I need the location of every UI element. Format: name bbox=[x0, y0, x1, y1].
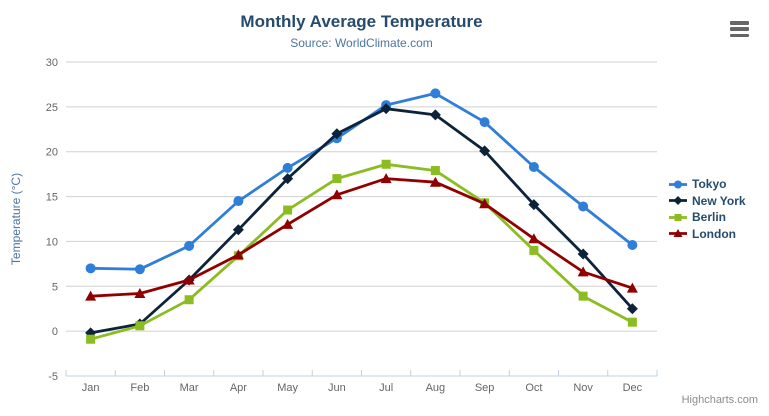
legend-item-london[interactable]: London bbox=[669, 226, 746, 243]
data-point-marker[interactable] bbox=[528, 233, 540, 244]
legend-label: London bbox=[692, 226, 736, 241]
data-point-marker[interactable] bbox=[232, 249, 244, 260]
data-point-marker[interactable] bbox=[233, 196, 244, 207]
series-new-york bbox=[85, 103, 638, 339]
data-point-marker[interactable] bbox=[331, 189, 343, 200]
gridlines bbox=[66, 61, 657, 377]
data-point-marker[interactable] bbox=[430, 88, 441, 99]
xaxis-tick-label: Apr bbox=[230, 382, 247, 394]
data-point-marker[interactable] bbox=[429, 109, 441, 121]
data-point-marker[interactable] bbox=[626, 282, 638, 293]
data-point-marker[interactable] bbox=[578, 291, 588, 301]
data-point-marker[interactable] bbox=[85, 290, 97, 301]
series-line[interactable] bbox=[89, 177, 634, 298]
yaxis-tick-label: 10 bbox=[46, 236, 58, 248]
series-tokyo bbox=[85, 88, 638, 275]
data-point-marker bbox=[674, 180, 682, 189]
data-point-marker[interactable] bbox=[134, 287, 146, 298]
data-point-marker[interactable] bbox=[381, 159, 391, 169]
legend-label: Tokyo bbox=[692, 177, 727, 192]
legend-label: New York bbox=[692, 193, 746, 208]
data-point-marker[interactable] bbox=[577, 248, 589, 260]
data-point-marker[interactable] bbox=[479, 198, 491, 209]
credits-link[interactable]: Highcharts.com bbox=[681, 394, 758, 406]
chart-subtitle: Source: WorldClimate.com bbox=[290, 36, 433, 50]
data-point-marker bbox=[674, 213, 682, 221]
yaxis-tick-label: 30 bbox=[46, 57, 58, 69]
xaxis-tick-label: Jun bbox=[328, 382, 346, 394]
data-point-marker[interactable] bbox=[86, 334, 96, 344]
legend-marker-diamond-icon bbox=[669, 196, 687, 206]
data-point-marker[interactable] bbox=[134, 264, 145, 275]
data-point-marker[interactable] bbox=[85, 263, 96, 274]
data-point-marker[interactable] bbox=[528, 199, 540, 211]
legend-label: Berlin bbox=[692, 210, 727, 225]
xaxis-tick-label: Jul bbox=[379, 382, 393, 394]
data-point-marker[interactable] bbox=[232, 224, 244, 236]
legend-marker-square-icon bbox=[669, 213, 687, 221]
yaxis-tick-label: 25 bbox=[46, 102, 58, 114]
data-point-marker[interactable] bbox=[282, 218, 294, 229]
series-line[interactable] bbox=[89, 162, 634, 341]
data-point-marker[interactable] bbox=[331, 128, 343, 140]
data-point-marker[interactable] bbox=[184, 240, 195, 251]
legend-marker-circle-icon bbox=[669, 180, 687, 189]
xaxis-tick-label: Feb bbox=[130, 382, 149, 394]
xaxis-labels: Jan Feb Mar Apr May Jun Jul Aug Sep Oct Nov Dec bbox=[82, 382, 643, 394]
data-point-marker[interactable] bbox=[184, 295, 194, 305]
hamburger-icon bbox=[730, 21, 749, 25]
export-menu-button[interactable] bbox=[729, 20, 751, 38]
data-point-marker bbox=[673, 229, 683, 238]
xaxis-tick-label: May bbox=[277, 382, 298, 394]
data-point-marker[interactable] bbox=[332, 174, 342, 184]
data-point-marker[interactable] bbox=[529, 245, 539, 255]
data-point-marker[interactable] bbox=[626, 303, 638, 315]
series-london bbox=[85, 173, 638, 301]
xaxis-tick-label: Sep bbox=[475, 382, 495, 394]
data-point-marker[interactable] bbox=[578, 201, 589, 212]
xaxis-tick-label: Dec bbox=[623, 382, 643, 394]
yaxis-labels: -5 0 5 10 15 20 25 30 bbox=[46, 57, 58, 383]
data-point-marker[interactable] bbox=[380, 103, 392, 115]
hamburger-icon bbox=[730, 27, 749, 31]
data-point-marker[interactable] bbox=[282, 162, 293, 173]
chart-title: Monthly Average Temperature bbox=[240, 12, 483, 31]
series-line[interactable] bbox=[89, 107, 634, 335]
xaxis-tick-label: Jan bbox=[82, 382, 100, 394]
hamburger-icon bbox=[730, 33, 749, 37]
legend-item-berlin[interactable]: Berlin bbox=[669, 209, 746, 226]
data-point-marker[interactable] bbox=[479, 117, 490, 128]
series-berlin bbox=[86, 159, 637, 344]
data-point-marker[interactable] bbox=[627, 240, 638, 251]
xaxis-tick-label: Aug bbox=[426, 382, 446, 394]
yaxis-title: Temperature (°C) bbox=[9, 172, 23, 266]
data-point-marker[interactable] bbox=[282, 173, 294, 185]
yaxis-tick-label: 20 bbox=[46, 147, 58, 159]
xaxis-tick-label: Nov bbox=[573, 382, 593, 394]
yaxis-tick-label: 0 bbox=[52, 326, 58, 338]
yaxis-tick-label: 5 bbox=[52, 281, 58, 293]
data-point-marker[interactable] bbox=[135, 321, 145, 331]
xaxis-tick-label: Oct bbox=[525, 382, 542, 394]
data-point-marker[interactable] bbox=[528, 161, 539, 172]
data-point-marker[interactable] bbox=[429, 176, 441, 187]
data-point-marker[interactable] bbox=[380, 173, 392, 184]
data-point-marker[interactable] bbox=[183, 274, 195, 285]
xaxis-tick-label: Mar bbox=[180, 382, 199, 394]
yaxis-tick-label: -5 bbox=[48, 371, 58, 383]
yaxis-tick-label: 15 bbox=[46, 192, 58, 204]
data-point-marker[interactable] bbox=[627, 317, 637, 327]
data-point-marker[interactable] bbox=[283, 205, 293, 215]
data-point-marker bbox=[673, 196, 683, 206]
data-point-marker[interactable] bbox=[577, 266, 589, 277]
data-point-marker[interactable] bbox=[430, 166, 440, 176]
legend: Tokyo New York Berlin London bbox=[669, 176, 746, 242]
legend-item-new-york[interactable]: New York bbox=[669, 193, 746, 210]
xaxis bbox=[65, 370, 658, 377]
legend-marker-triangle-icon bbox=[669, 229, 687, 238]
legend-item-tokyo[interactable]: Tokyo bbox=[669, 176, 746, 193]
data-point-marker[interactable] bbox=[479, 145, 491, 157]
